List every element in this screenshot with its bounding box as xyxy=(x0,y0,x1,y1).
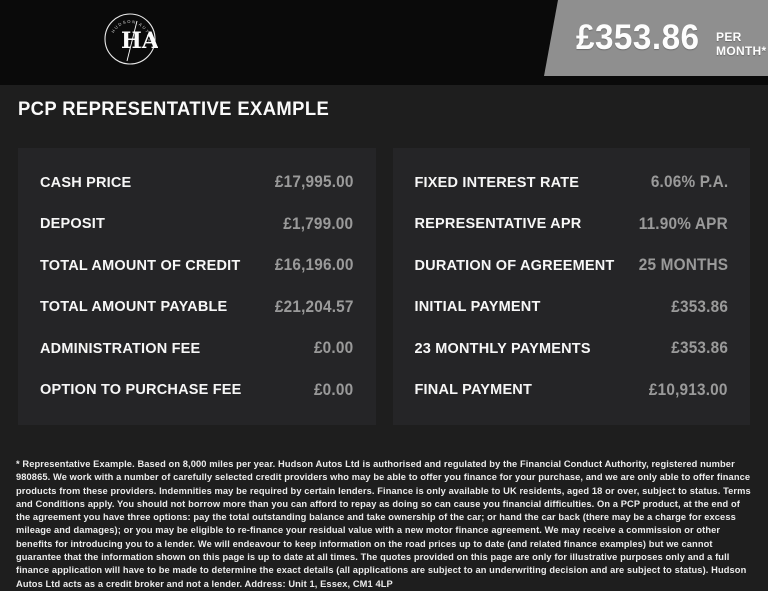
row-label: FINAL PAYMENT xyxy=(414,382,533,399)
row-label: DEPOSIT xyxy=(40,216,106,233)
row-value: £1,799.00 xyxy=(283,214,354,233)
row-value: 6.06% P.A. xyxy=(650,173,728,192)
finance-row-option-fee: OPTION TO PURCHASE FEE £0.00 xyxy=(40,370,354,412)
row-value: 11.90% APR xyxy=(638,214,728,233)
row-value: £353.86 xyxy=(671,297,728,316)
hudson-autos-logo-icon: HUDSON AUTOS HA xyxy=(104,13,158,65)
finance-row-apr: REPRESENTATIVE APR 11.90% APR xyxy=(415,204,729,246)
row-value: £353.86 xyxy=(671,339,728,358)
page-title: PCP REPRESENTATIVE EXAMPLE xyxy=(18,99,330,120)
row-label: REPRESENTATIVE APR xyxy=(414,216,582,233)
finance-row-total-credit: TOTAL AMOUNT OF CREDIT £16,196.00 xyxy=(40,245,354,287)
row-label: OPTION TO PURCHASE FEE xyxy=(40,382,242,399)
finance-row-interest-rate: FIXED INTEREST RATE 6.06% P.A. xyxy=(415,162,729,204)
monthly-price-suffix: PER MONTH* xyxy=(716,30,767,58)
row-label: TOTAL AMOUNT PAYABLE xyxy=(40,299,228,316)
row-label: ADMINISTRATION FEE xyxy=(40,340,201,357)
monthly-price-amount: £353.86 xyxy=(576,18,700,57)
row-value: £0.00 xyxy=(314,380,354,399)
row-label: DURATION OF AGREEMENT xyxy=(414,257,615,274)
logo-monogram: HA xyxy=(121,28,158,54)
row-label: CASH PRICE xyxy=(40,174,132,191)
row-value: £10,913.00 xyxy=(649,380,728,399)
finance-row-duration: DURATION OF AGREEMENT 25 MONTHS xyxy=(415,245,729,287)
disclaimer-text: * Representative Example. Based on 8,000… xyxy=(16,459,751,589)
finance-panels: CASH PRICE £17,995.00 DEPOSIT £1,799.00 … xyxy=(18,148,750,425)
finance-row-deposit: DEPOSIT £1,799.00 xyxy=(40,204,354,246)
finance-row-initial-payment: INITIAL PAYMENT £353.86 xyxy=(415,287,729,329)
finance-panel-left: CASH PRICE £17,995.00 DEPOSIT £1,799.00 … xyxy=(18,148,376,425)
row-value: £17,995.00 xyxy=(274,173,354,192)
finance-row-monthly-payments: 23 MONTHLY PAYMENTS £353.86 xyxy=(415,328,729,370)
row-label: TOTAL AMOUNT OF CREDIT xyxy=(40,257,241,274)
row-label: INITIAL PAYMENT xyxy=(414,299,541,316)
row-value: £21,204.57 xyxy=(274,297,354,316)
finance-panel-right: FIXED INTEREST RATE 6.06% P.A. REPRESENT… xyxy=(392,148,750,425)
finance-row-admin-fee: ADMINISTRATION FEE £0.00 xyxy=(40,328,354,370)
top-bar: HUDSON AUTOS HA £353.86 PER MONTH* xyxy=(0,0,768,85)
row-label: FIXED INTEREST RATE xyxy=(414,174,580,191)
row-value: £16,196.00 xyxy=(274,256,354,275)
monthly-price-banner: £353.86 PER MONTH* xyxy=(544,0,768,76)
finance-row-total-payable: TOTAL AMOUNT PAYABLE £21,204.57 xyxy=(40,287,354,329)
row-value: £0.00 xyxy=(314,339,354,358)
row-label: 23 MONTHLY PAYMENTS xyxy=(414,340,591,357)
finance-row-final-payment: FINAL PAYMENT £10,913.00 xyxy=(415,370,729,412)
row-value: 25 MONTHS xyxy=(638,256,728,275)
finance-row-cash-price: CASH PRICE £17,995.00 xyxy=(40,162,354,204)
